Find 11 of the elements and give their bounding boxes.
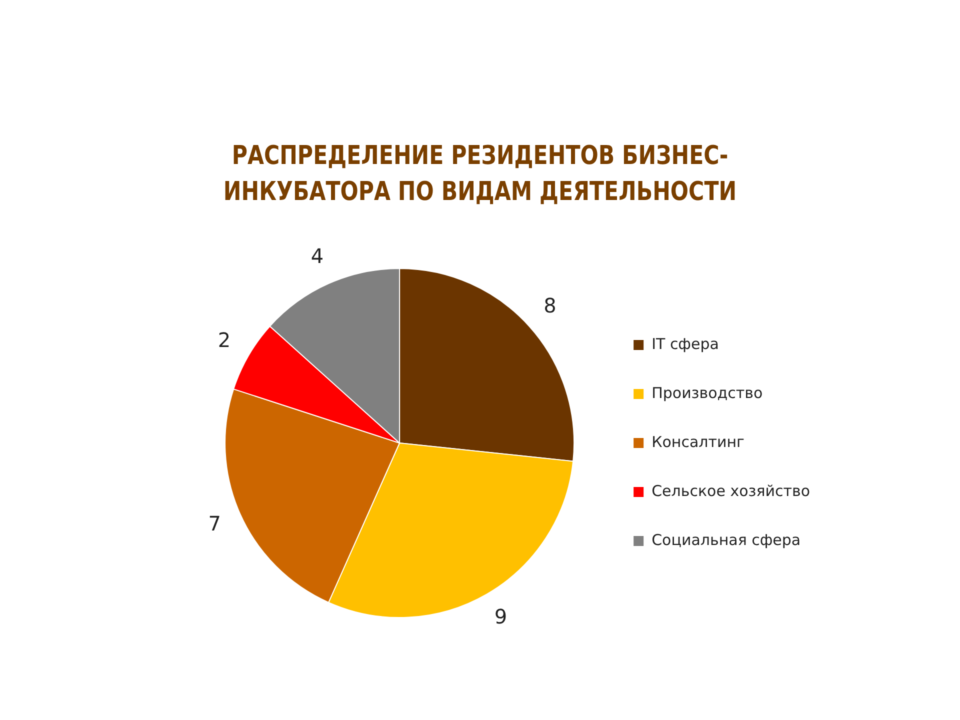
data-label: 9: [494, 604, 508, 629]
legend-label: Сельское хозяйство: [652, 482, 810, 500]
data-label: 7: [208, 512, 221, 536]
legend-label: Социальная сфера: [652, 530, 801, 549]
chart-title: РАСПРЕДЕЛЕНИЕ РЕЗИДЕНТОВ БИЗНЕС-ИНКУБАТОРА ПО ВИДАМ ДЕЯТЕЛЬНОСТИ: [222, 140, 738, 209]
data-label: 4: [310, 244, 324, 268]
data-label: 8: [544, 294, 556, 318]
legend-label: Консалтинг: [652, 432, 745, 451]
legend-label: Производство: [652, 384, 763, 402]
data-label: 2: [218, 328, 231, 352]
legend-label: IT сфера: [652, 334, 719, 353]
